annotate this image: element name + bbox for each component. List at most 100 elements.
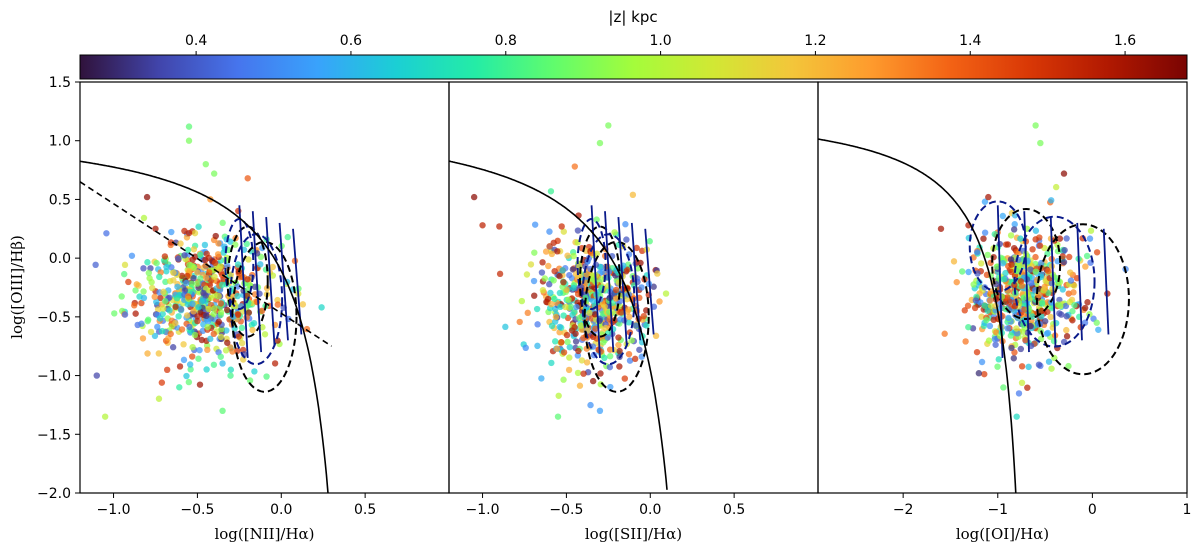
scatter-point <box>189 300 196 308</box>
scatter-point <box>970 281 977 288</box>
scatter-point <box>194 280 201 287</box>
scatter-point <box>140 214 148 222</box>
scatter-point <box>1093 249 1101 256</box>
scatter-point <box>167 330 174 338</box>
scatter-point <box>271 360 279 367</box>
scatter-point <box>118 293 125 300</box>
model-grid-line <box>238 205 249 359</box>
scatter-point <box>965 323 972 331</box>
colorbar-ticks: 0.4 0.6 0.8 1.0 1.2 1.4 1.6 <box>185 33 1136 55</box>
scatter-point <box>1047 197 1055 204</box>
x-tick-label: −1.0 <box>97 502 131 518</box>
scatter-point <box>1000 275 1008 283</box>
y-tick-label: −1.0 <box>37 369 71 385</box>
scatter-point <box>570 284 577 292</box>
scatter-point <box>539 286 547 294</box>
scatter-point <box>251 368 258 375</box>
scatter-point <box>1054 301 1062 308</box>
scatter-point <box>232 241 239 248</box>
scatter-point <box>145 269 153 277</box>
scatter-point <box>218 281 226 289</box>
scatter-point <box>318 304 325 311</box>
scatter-point <box>1004 294 1011 301</box>
scatter-point <box>1069 308 1076 315</box>
scatter-point <box>999 212 1006 220</box>
scatter-point <box>217 300 225 307</box>
scatter-point <box>1063 235 1070 242</box>
scatter-point <box>496 223 503 230</box>
scatter-point <box>186 323 193 331</box>
scatter-point <box>558 223 565 230</box>
scatter-point <box>556 323 563 331</box>
scatter-point <box>646 238 653 245</box>
scatter-point <box>244 276 251 283</box>
scatter-point <box>144 350 151 357</box>
scatter-point <box>1063 326 1070 334</box>
scatter-point <box>531 292 538 299</box>
scatter-point <box>236 274 244 281</box>
model-grid-line <box>644 228 655 335</box>
x-axis-label: log([NII]/Hα) <box>214 525 314 543</box>
scatter-point <box>986 322 994 330</box>
scatter-point <box>245 256 252 263</box>
scatter-point <box>1029 246 1036 253</box>
scatter-point <box>534 321 541 328</box>
model-grid-line <box>265 216 276 347</box>
scatter-point <box>1084 299 1091 306</box>
scatter-point <box>1024 384 1031 391</box>
scatter-point <box>574 227 582 234</box>
scatter-point <box>1035 361 1043 368</box>
scatter-point <box>602 324 609 332</box>
scatter-point <box>263 373 270 380</box>
scatter-point <box>975 370 983 377</box>
scatter-point <box>1032 236 1039 243</box>
y-tick-label: −2.0 <box>37 486 71 502</box>
scatter-point <box>191 331 199 339</box>
scatter-point <box>1066 298 1074 306</box>
scatter-point <box>246 377 254 384</box>
scatter-point <box>206 269 213 276</box>
scatter-point <box>188 280 195 287</box>
y-axis-label: log([OIII]/Hβ) <box>8 235 26 339</box>
scatter-point <box>175 313 182 320</box>
scatter-point <box>564 252 571 259</box>
scatter-point <box>985 337 993 344</box>
scatter-point <box>953 278 960 286</box>
scatter-point <box>971 304 979 312</box>
scatter-point <box>191 229 199 237</box>
model-grid-contour <box>1035 223 1130 376</box>
scatter-point <box>1038 300 1046 307</box>
scatter-point <box>258 307 266 315</box>
scatter-point <box>274 337 281 344</box>
scatter-point <box>531 221 539 228</box>
scatter-point <box>621 375 628 382</box>
scatter-point <box>964 302 972 309</box>
scatter-point <box>257 261 264 268</box>
scatter-point <box>597 370 604 377</box>
scatter-point <box>1007 332 1015 339</box>
model-grid-line <box>590 205 601 359</box>
scatter-point <box>1066 269 1074 276</box>
scatter-point <box>103 230 110 237</box>
scatter-point <box>274 296 281 304</box>
scatter-point <box>615 334 622 341</box>
scatter-point <box>1095 326 1102 333</box>
model-grid-line <box>604 211 615 353</box>
scatter-point <box>183 279 190 287</box>
scatter-point <box>219 360 226 367</box>
scatter-point <box>204 318 212 325</box>
scatter-point <box>1032 268 1039 275</box>
scatter-point <box>527 261 535 268</box>
scatter-point <box>1008 344 1015 352</box>
scatter-point <box>615 341 622 349</box>
scatter-point <box>132 287 139 294</box>
scatter-point <box>548 250 556 258</box>
scatter-point <box>210 330 217 338</box>
scatter-point <box>1013 413 1020 420</box>
scatter-point <box>215 292 222 300</box>
kauffmann-line <box>80 181 333 347</box>
scatter-point <box>546 228 553 235</box>
scatter-point <box>217 333 225 341</box>
scatter-point <box>1019 328 1026 335</box>
scatter-point <box>1043 330 1050 337</box>
